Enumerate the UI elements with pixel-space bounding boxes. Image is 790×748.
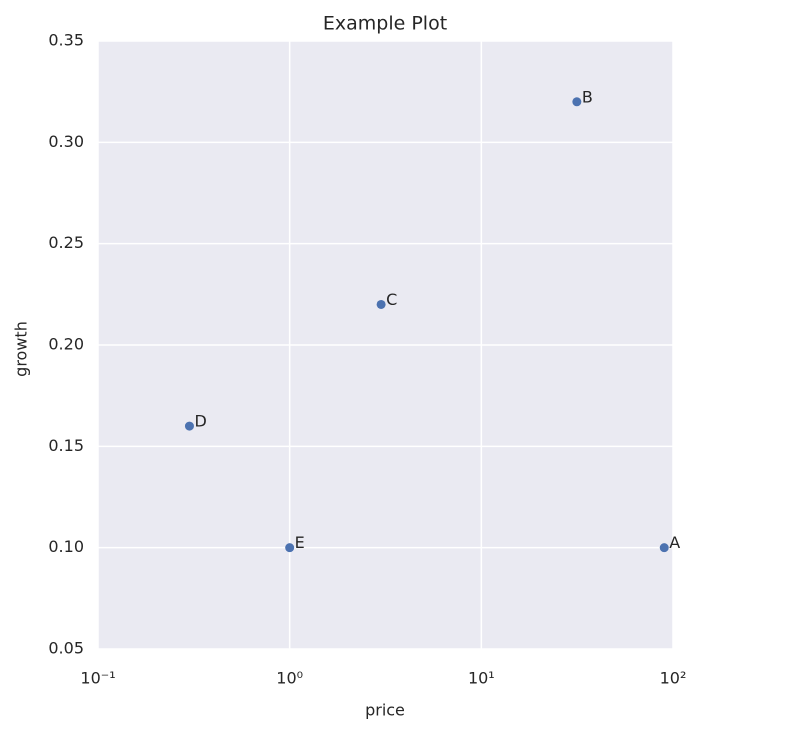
point-label: A xyxy=(669,533,680,552)
y-tick-label: 0.20 xyxy=(48,335,84,354)
y-tick-label: 0.30 xyxy=(48,132,84,151)
point xyxy=(572,97,582,107)
y-tick-label: 0.35 xyxy=(48,31,84,50)
y-tick-label: 0.15 xyxy=(48,436,84,455)
y-tick-label: 0.10 xyxy=(48,537,84,556)
chart-title: Example Plot xyxy=(323,13,447,35)
x-tick-label: 10² xyxy=(660,669,687,688)
y-axis-label: growth xyxy=(12,321,31,377)
point-label: B xyxy=(582,87,593,106)
point xyxy=(285,543,295,553)
x-tick-label: 10⁻¹ xyxy=(80,669,115,688)
point-label: E xyxy=(295,533,305,552)
y-tick-label: 0.25 xyxy=(48,233,84,252)
point-label: D xyxy=(194,412,206,431)
x-tick-label: 10¹ xyxy=(468,669,495,688)
point-label: C xyxy=(386,290,397,309)
point xyxy=(376,299,386,309)
y-tick-label: 0.05 xyxy=(48,639,84,658)
x-tick-label: 10⁰ xyxy=(276,669,303,688)
point xyxy=(184,421,194,431)
point xyxy=(659,543,669,553)
x-axis-label: price xyxy=(365,701,405,720)
